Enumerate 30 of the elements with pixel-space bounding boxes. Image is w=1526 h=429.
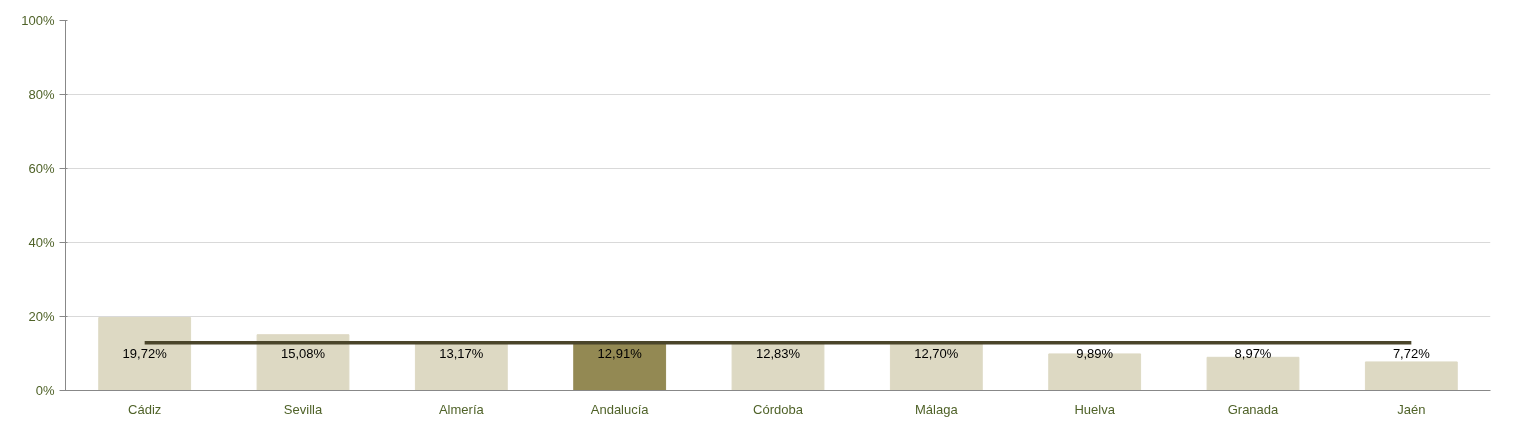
bar — [98, 317, 192, 391]
data-label: 12,83% — [755, 345, 801, 361]
x-tick-label: Andalucía — [590, 401, 650, 417]
x-tick-label: Málaga — [915, 401, 959, 417]
y-tick-label: 80% — [28, 87, 55, 102]
data-label: 9,89% — [1076, 345, 1114, 361]
x-tick-label: Cádiz — [128, 401, 162, 417]
y-tick-label: 0% — [35, 383, 55, 398]
x-tick-label: Córdoba — [753, 401, 804, 417]
x-tick-label: Jaén — [1397, 401, 1426, 417]
bar — [731, 342, 825, 391]
data-label: 15,08% — [280, 345, 326, 361]
x-tick-label: Granada — [1227, 401, 1280, 417]
x-tick-label: Sevilla — [283, 401, 323, 417]
x-tick-label: Almería — [438, 401, 485, 417]
bar — [256, 334, 350, 391]
bar — [573, 342, 667, 391]
data-label: 12,91% — [597, 345, 643, 361]
data-label: 19,72% — [122, 345, 168, 361]
data-label: 8,97% — [1234, 345, 1272, 361]
bar — [889, 343, 983, 391]
y-tick-label: 40% — [28, 235, 55, 250]
data-label: 13,17% — [439, 345, 484, 361]
x-tick-label: Huelva — [1074, 401, 1116, 417]
y-tick-label: 20% — [28, 309, 55, 324]
data-label: 7,72% — [1392, 345, 1431, 361]
y-tick-label: 100% — [21, 13, 55, 28]
data-label: 12,70% — [914, 345, 959, 361]
bar — [1364, 361, 1458, 391]
y-tick-label: 60% — [28, 161, 55, 176]
